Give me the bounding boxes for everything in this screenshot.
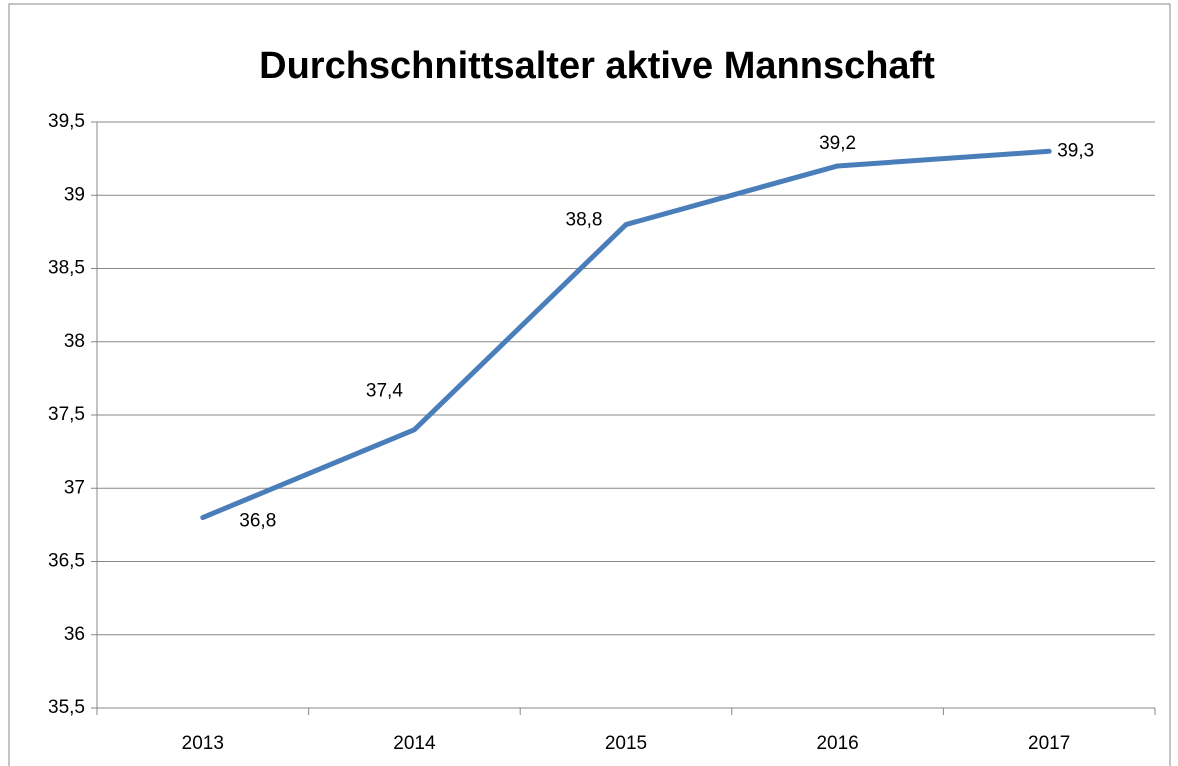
y-tick-label: 38,5	[48, 258, 85, 279]
x-tick-label: 2015	[605, 733, 647, 754]
data-label: 39,2	[819, 133, 856, 154]
data-line	[200, 148, 1052, 521]
y-tick-label: 37	[64, 477, 85, 498]
y-tick-label: 35,5	[48, 697, 85, 718]
y-tick-label: 36	[64, 624, 85, 645]
y-tick-label: 38	[64, 331, 85, 352]
chart-title: Durchschnittsalter aktive Mannschaft	[259, 45, 935, 87]
x-tick-label: 2013	[182, 733, 224, 754]
data-label: 39,3	[1057, 140, 1094, 161]
y-tick-label: 36,5	[48, 551, 85, 572]
y-tick-label: 39,5	[48, 111, 85, 132]
data-label: 38,8	[566, 210, 603, 231]
data-label: 36,8	[239, 511, 276, 532]
x-tick-label: 2017	[1028, 733, 1070, 754]
y-tick-label: 39	[64, 184, 85, 205]
chart-frame	[8, 3, 1171, 766]
data-label: 37,4	[366, 381, 403, 402]
x-tick-label: 2016	[816, 733, 858, 754]
x-tick-label: 2014	[393, 733, 436, 754]
y-tick-label: 37,5	[48, 404, 85, 425]
